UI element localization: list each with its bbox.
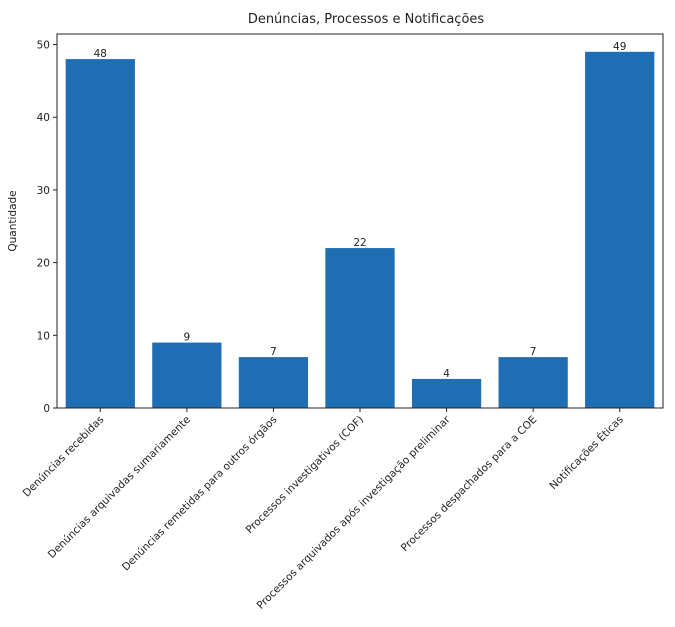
bar — [238, 357, 309, 408]
bar-value-label: 22 — [353, 237, 366, 249]
bar — [152, 342, 222, 408]
bar — [498, 357, 568, 408]
x-category-label: Denúncias remetidas para outros órgãos — [120, 414, 280, 574]
x-category-label: Processos arquivados após investigação p… — [255, 413, 454, 612]
x-category-label: Denúncias recebidas — [21, 414, 107, 500]
chart-title: Denúncias, Processos e Notificações — [248, 12, 485, 27]
bar — [585, 51, 655, 409]
bar-value-label: 49 — [613, 41, 626, 53]
x-category-label: Notificações Éticas — [547, 413, 626, 492]
y-tick-label: 10 — [37, 330, 50, 342]
bar — [65, 59, 135, 409]
x-category-label: Denúncias arquivadas sumariamente — [46, 414, 193, 561]
y-tick-label: 30 — [37, 185, 50, 197]
y-tick-label: 0 — [43, 403, 50, 415]
bar-value-label: 7 — [530, 346, 537, 358]
bar-value-label: 48 — [94, 48, 107, 60]
y-tick-label: 40 — [37, 112, 50, 124]
y-tick-label: 20 — [37, 258, 50, 270]
y-axis-label: Quantidade — [7, 190, 19, 251]
bar-value-label: 4 — [443, 368, 450, 380]
bar-value-label: 7 — [270, 346, 277, 358]
x-category-label: Processos despachados para a COE — [399, 414, 540, 555]
bar-value-label: 9 — [184, 332, 191, 344]
plot-area: 0 10 20 30 40 50 48 Denúncias recebidas 9 Denúnci… — [21, 33, 664, 612]
bar — [411, 378, 482, 408]
bar — [325, 248, 395, 408]
y-tick-label: 50 — [37, 40, 50, 52]
